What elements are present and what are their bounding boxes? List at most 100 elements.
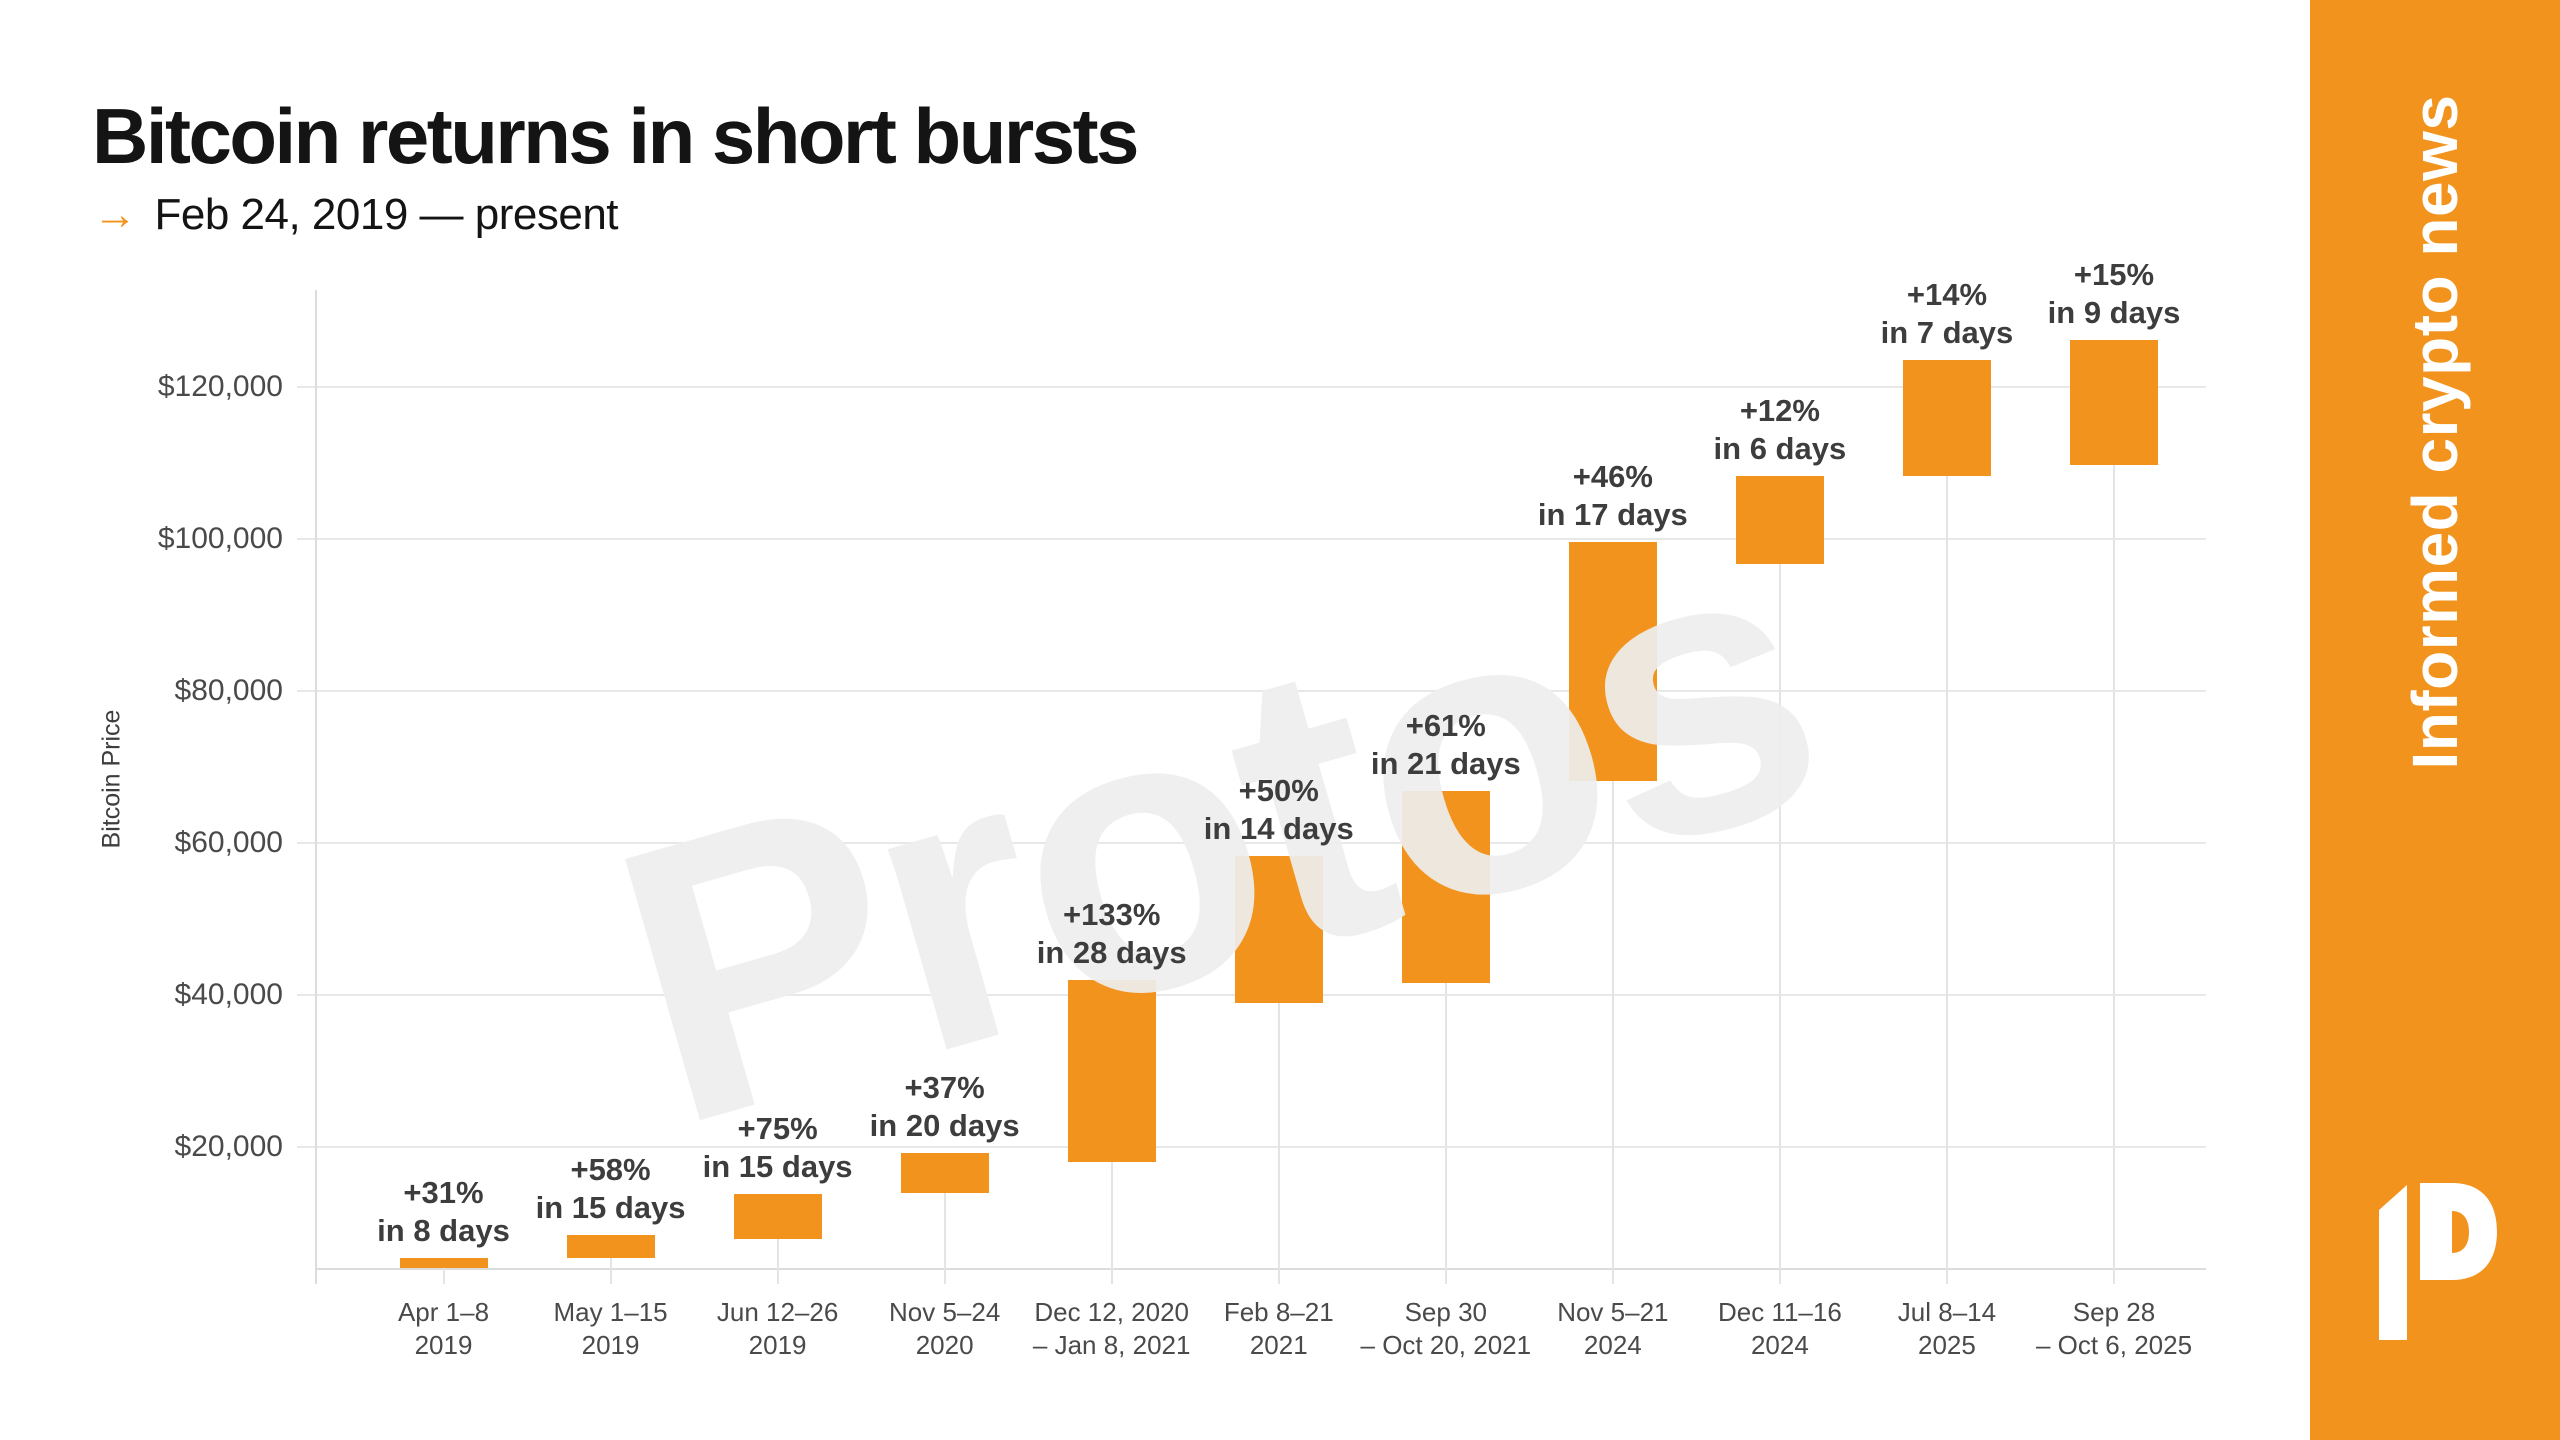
x-tick-line2: 2024 [1750,1330,1809,1360]
gain-duration: in 9 days [2047,294,2181,330]
x-tick-line2: 2020 [915,1330,974,1360]
y-axis-line [315,290,317,1284]
date-range: → Feb 24, 2019 — present [93,190,619,240]
gain-duration: in 28 days [1036,934,1187,970]
bar-drop-line [1277,1003,1280,1284]
gain-pct: +14% [1906,277,1988,313]
x-tick-label: Sep 28– Oct 6, 2025 [2036,1296,2192,1362]
gridline [297,386,2206,389]
x-tick-label: Jul 8–14 2025 [1898,1296,1996,1362]
x-tick-line1: Nov 5–24 [888,1297,1001,1327]
gain-pct: +133% [1062,896,1161,932]
y-tick-label: $60,000 [174,826,283,860]
x-tick-line2: – Jan 8, 2021 [1032,1330,1191,1360]
gain-pct: +12% [1739,392,1820,428]
x-tick-line2: 2019 [581,1330,640,1360]
x-tick-label: May 1–15 2019 [553,1296,667,1362]
bar [1902,360,1991,476]
y-tick-label: $100,000 [157,522,283,556]
bar [1234,855,1323,1004]
bar-gain-label: +12% in 6 days [1714,392,1847,468]
x-tick-line1: May 1–15 [553,1297,668,1327]
bar-drop-line [943,1192,946,1284]
bar-drop-line [1444,983,1447,1284]
x-tick-label: Dec 12, 2020– Jan 8, 2021 [1033,1296,1191,1362]
brand-sidebar: Informed crypto news [2310,0,2560,1440]
gain-pct: +75% [737,1110,818,1146]
x-tick-label: Nov 5–21 2024 [1557,1296,1668,1362]
gain-duration: in 20 days [869,1108,1020,1144]
x-tick-label: Jun 12–26 2019 [717,1296,838,1362]
bar [2070,339,2158,466]
gain-duration: in 21 days [1370,745,1521,781]
x-tick-line1: Jul 8–14 [1897,1297,1997,1327]
bar [1401,790,1490,984]
bar [399,1258,488,1268]
gridline [297,538,2206,541]
right-arrow-icon: → [93,190,137,239]
bar-gain-label: +31% in 8 days [377,1174,510,1250]
bar-drop-line [1945,475,1948,1284]
gridline [297,1146,2206,1149]
bar [1568,542,1657,781]
bar-drop-line [776,1238,779,1284]
gain-duration: in 17 days [1537,497,1688,533]
gain-pct: +61% [1405,707,1486,743]
y-tick-label: $120,000 [157,370,283,404]
x-tick-line2: 2021 [1249,1330,1308,1360]
gain-pct: +46% [1572,459,1653,495]
x-tick-line1: Apr 1–8 [397,1297,490,1327]
gain-pct: +31% [403,1175,484,1211]
gridline [297,690,2206,693]
x-tick-line1: Sep 28 [2072,1297,2156,1327]
x-tick-line1: Dec 12, 2020 [1034,1297,1190,1327]
bar-drop-line [2113,465,2115,1284]
y-tick-label: $20,000 [174,1130,283,1164]
y-tick-label: $40,000 [174,978,283,1012]
x-axis-line [315,1268,2206,1270]
y-tick-label: $80,000 [174,674,283,708]
protos-logo-icon [2379,1183,2497,1340]
gain-duration: in 8 days [377,1213,510,1249]
x-tick-label: Dec 11–16 2024 [1718,1296,1842,1362]
bar [1735,475,1824,565]
x-tick-line2: 2019 [748,1330,807,1360]
x-tick-line1: Sep 30 [1404,1297,1487,1327]
sidebar-tagline: Informed crypto news [2399,94,2471,770]
gain-duration: in 15 days [535,1189,686,1225]
gain-duration: in 15 days [702,1148,853,1184]
x-tick-line2: 2024 [1583,1330,1642,1360]
bar-drop-line [442,1267,445,1284]
bar [1067,979,1156,1162]
x-tick-label: Sep 30– Oct 20, 2021 [1361,1296,1532,1362]
x-tick-line1: Nov 5–21 [1557,1297,1669,1327]
bar-gain-label: +133% in 28 days [1037,896,1187,972]
x-tick-label: Feb 8–21 2021 [1224,1296,1334,1362]
x-tick-line1: Jun 12–26 [716,1297,839,1327]
bar-gain-label: +14% in 7 days [1881,276,2014,352]
gridline [297,842,2206,845]
gain-duration: in 7 days [1880,315,2014,351]
chart-plot-area: Protos $20,000 $40,000 $60,000 $80,000 $100,… [157,256,2206,1362]
bar-gain-label: +50% in 14 days [1204,772,1354,848]
x-tick-line2: 2025 [1918,1330,1976,1360]
x-tick-line2: 2019 [414,1330,473,1360]
bar-gain-label: +58% in 15 days [536,1151,686,1227]
x-tick-line1: Dec 11–16 [1717,1297,1842,1327]
bar-gain-label: +15% in 9 days [2048,256,2181,332]
x-tick-label: Apr 1–8 2019 [398,1296,489,1362]
bar-gain-label: +37% in 20 days [870,1069,1020,1145]
bar [900,1153,989,1193]
bar-drop-line [1778,564,1781,1284]
bar [566,1234,655,1259]
page-title: Bitcoin returns in short bursts [92,92,1139,180]
bar-drop-line [1110,1161,1113,1284]
bar-drop-line [1611,780,1614,1284]
x-tick-label: Nov 5–24 2020 [889,1296,1000,1362]
gain-duration: in 14 days [1203,810,1354,846]
x-tick-line1: Feb 8–21 [1223,1297,1334,1327]
bar [733,1193,822,1239]
bar-gain-label: +75% in 15 days [703,1110,853,1186]
bar-gain-label: +61% in 21 days [1371,707,1521,783]
